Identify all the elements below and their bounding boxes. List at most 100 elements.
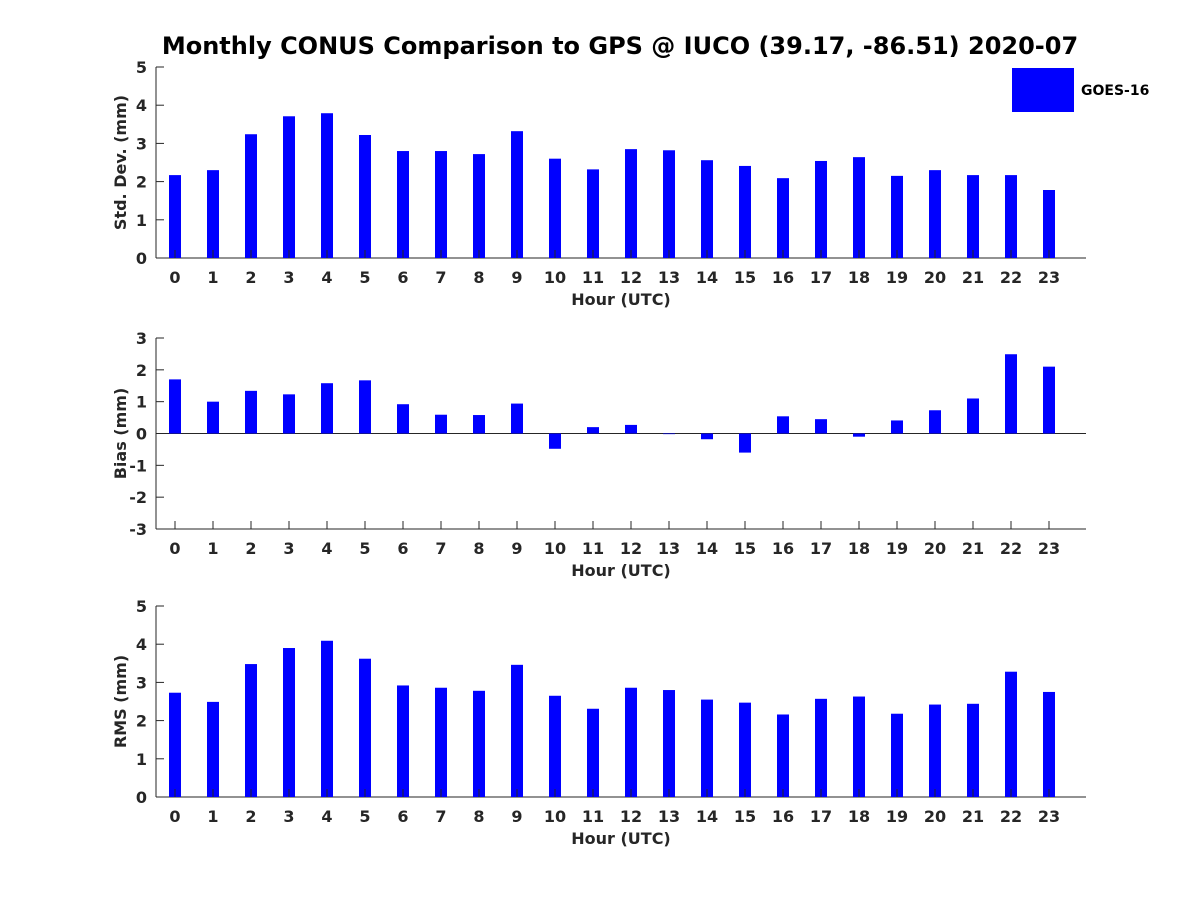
- bias-x-tick-label: 9: [511, 539, 522, 558]
- bias-x-tick-label: 11: [582, 539, 604, 558]
- std-dev-x-tick-label: 17: [810, 268, 832, 287]
- bias-bar: [967, 398, 979, 434]
- rms-x-tick-label: 18: [848, 807, 870, 826]
- std-dev-bar: [283, 116, 295, 258]
- rms-bar: [359, 658, 371, 797]
- bias-bar: [663, 433, 675, 435]
- rms-bar: [435, 687, 447, 797]
- bias-bar: [283, 394, 295, 434]
- std-dev-x-tick-label: 18: [848, 268, 870, 287]
- rms-bar: [853, 696, 865, 797]
- bias-y-tick-label: 1: [136, 393, 147, 412]
- rms-y-axis-label: RMS (mm): [111, 655, 130, 748]
- rms-x-tick-label: 20: [924, 807, 946, 826]
- rms-bar: [777, 714, 789, 797]
- std-dev-x-tick-label: 9: [511, 268, 522, 287]
- bias-x-tick-label: 5: [359, 539, 370, 558]
- rms-x-tick-label: 8: [473, 807, 484, 826]
- std-dev-y-tick-label: 1: [136, 211, 147, 230]
- rms-x-tick-label: 12: [620, 807, 642, 826]
- rms-bar: [1005, 671, 1017, 797]
- bias-y-axis-label: Bias (mm): [111, 388, 130, 480]
- std-dev-x-tick-label: 6: [397, 268, 408, 287]
- legend-swatch: [1012, 68, 1074, 112]
- bias-bar: [1005, 354, 1017, 434]
- rms-y-tick-label: 3: [136, 673, 147, 692]
- rms-bar: [967, 703, 979, 797]
- bias-bar: [625, 424, 637, 434]
- bias-bar: [549, 433, 561, 449]
- bias-x-tick-label: 8: [473, 539, 484, 558]
- bias-bar: [359, 380, 371, 434]
- bias-bar: [891, 420, 903, 434]
- std-dev-bar: [169, 175, 181, 258]
- legend: GOES-16: [1012, 68, 1149, 112]
- bias-x-tick-label: 17: [810, 539, 832, 558]
- std-dev-x-tick-label: 19: [886, 268, 908, 287]
- rms-x-tick-label: 6: [397, 807, 408, 826]
- std-dev-bar: [359, 134, 371, 258]
- std-dev-x-tick-label: 21: [962, 268, 984, 287]
- bias-y-tick-label: 2: [136, 361, 147, 380]
- rms-y-tick-label: 5: [136, 597, 147, 616]
- rms-bar: [587, 708, 599, 797]
- std-dev-y-tick-label: 5: [136, 58, 147, 77]
- rms-bar: [929, 704, 941, 797]
- std-dev-x-tick-label: 8: [473, 268, 484, 287]
- bias-bar: [511, 403, 523, 434]
- std-dev-bar: [435, 151, 447, 258]
- std-dev-bar: [853, 157, 865, 258]
- rms-x-tick-label: 5: [359, 807, 370, 826]
- bias-x-tick-label: 7: [435, 539, 446, 558]
- rms-bar: [625, 687, 637, 797]
- bias-bar: [701, 433, 713, 440]
- rms-bar: [321, 640, 333, 797]
- std-dev-y-tick-label: 0: [136, 249, 147, 268]
- std-dev-bar: [245, 134, 257, 258]
- rms-x-tick-label: 10: [544, 807, 566, 826]
- bias-x-tick-label: 13: [658, 539, 680, 558]
- rms-x-tick-label: 14: [696, 807, 718, 826]
- rms-x-tick-label: 4: [321, 807, 332, 826]
- rms-bar: [245, 664, 257, 797]
- rms-x-tick-label: 16: [772, 807, 794, 826]
- std-dev-bar: [207, 170, 219, 258]
- bias-bar: [739, 433, 751, 453]
- rms-bar: [283, 648, 295, 797]
- bias-x-tick-label: 3: [283, 539, 294, 558]
- bias-x-tick-label: 0: [169, 539, 180, 558]
- rms-x-tick-label: 3: [283, 807, 294, 826]
- std-dev-bar: [321, 113, 333, 258]
- std-dev-bar: [967, 175, 979, 258]
- bias-x-tick-label: 10: [544, 539, 566, 558]
- std-dev-x-tick-label: 22: [1000, 268, 1022, 287]
- rms-y-tick-label: 0: [136, 788, 147, 807]
- bias-x-tick-label: 15: [734, 539, 756, 558]
- bias-bar: [435, 414, 447, 434]
- bias-bar: [245, 390, 257, 434]
- bias-x-tick-label: 16: [772, 539, 794, 558]
- bias-x-tick-label: 21: [962, 539, 984, 558]
- std-dev-bar: [625, 149, 637, 258]
- bias-x-tick-label: 14: [696, 539, 718, 558]
- std-dev-bar: [929, 170, 941, 258]
- bias-y-tick-label: 0: [136, 425, 147, 444]
- rms-bar: [739, 702, 751, 797]
- bias-bar: [815, 419, 827, 434]
- bias-bar: [397, 404, 409, 434]
- rms-bar: [1043, 691, 1055, 797]
- std-dev-bar: [739, 165, 751, 258]
- std-dev-x-tick-label: 14: [696, 268, 718, 287]
- rms-x-tick-label: 11: [582, 807, 604, 826]
- rms-bar: [701, 699, 713, 797]
- rms-y-tick-label: 2: [136, 712, 147, 731]
- std-dev-y-tick-label: 3: [136, 134, 147, 153]
- std-dev-x-tick-label: 13: [658, 268, 680, 287]
- rms-bar: [815, 698, 827, 797]
- rms-x-tick-label: 22: [1000, 807, 1022, 826]
- std-dev-bar: [701, 160, 713, 258]
- bias-bar: [853, 433, 865, 437]
- std-dev-x-tick-label: 3: [283, 268, 294, 287]
